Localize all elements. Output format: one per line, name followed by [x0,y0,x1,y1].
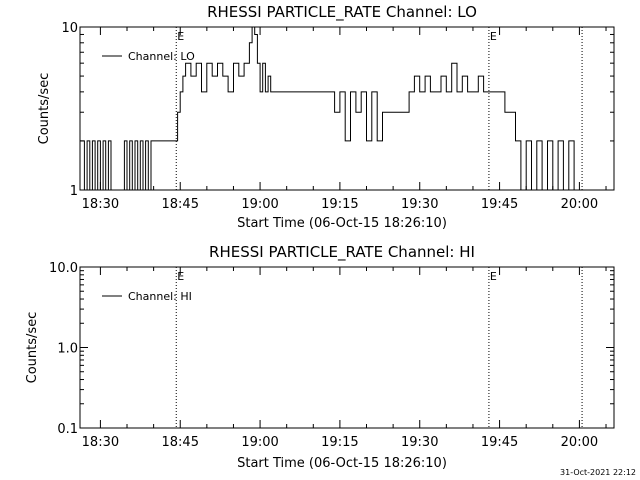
y-tick-label: 1 [70,184,78,199]
x-tick-label: 19:45 [481,197,518,212]
x-tick-label: 19:30 [401,435,438,450]
event-marker-label: E [490,30,497,43]
x-axis-label: Start Time (06-Oct-15 18:26:10) [237,216,447,231]
y-axis-label: Counts/sec [25,312,40,384]
chart-title: RHESSI PARTICLE_RATE Channel: LO [207,3,477,22]
x-tick-label: 19:00 [241,197,278,212]
event-marker-label: E [177,270,184,283]
legend-label: Channel: LO [128,50,195,63]
x-tick-label: 18:30 [82,197,119,212]
event-marker-label: E [490,270,497,283]
x-tick-label: 18:30 [82,435,119,450]
plot-frame [79,26,615,191]
x-tick-label: 19:00 [241,435,278,450]
x-tick-label: 19:45 [481,435,518,450]
y-tick-label: 10 [61,21,78,36]
x-tick-label: 20:00 [561,435,598,450]
x-tick-label: 19:15 [321,435,358,450]
y-tick-label: 1.0 [57,342,78,357]
x-tick-label: 20:00 [561,197,598,212]
y-tick-label: 0.1 [57,422,78,437]
x-tick-label: 18:45 [162,197,199,212]
timestamp-label: 31-Oct-2021 22:12 [560,468,636,477]
chart-title: RHESSI PARTICLE_RATE Channel: HI [209,243,475,262]
x-axis-label: Start Time (06-Oct-15 18:26:10) [237,456,447,471]
event-marker-label: E [177,30,184,43]
legend-label: Channel: HI [128,290,192,303]
x-tick-label: 19:30 [401,197,438,212]
series-line [80,26,589,191]
y-axis-label: Counts/sec [37,73,52,145]
y-tick-label: 10.0 [49,261,78,276]
x-tick-label: 19:15 [321,197,358,212]
x-tick-label: 18:45 [162,435,199,450]
